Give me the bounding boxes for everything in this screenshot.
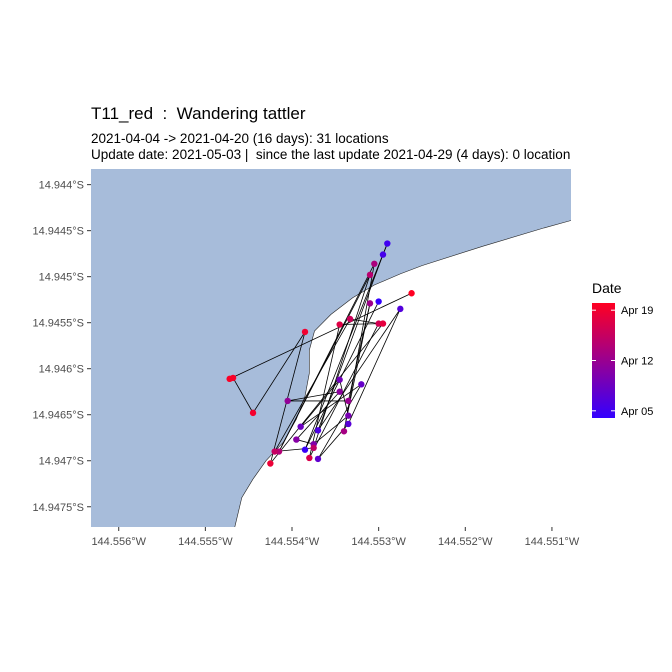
- legend-tick-label: Apr 19: [621, 305, 653, 317]
- location-point: [310, 444, 317, 452]
- location-point: [345, 420, 352, 428]
- location-point: [284, 397, 291, 405]
- track-segment: [296, 391, 340, 440]
- track-segment: [343, 303, 371, 432]
- location-point: [271, 448, 278, 455]
- y-tick-label: 14.9445°S: [33, 226, 85, 238]
- track-segment: [232, 377, 254, 414]
- x-tick-label: 144.553°W: [351, 536, 406, 548]
- y-tick-label: 14.9465°S: [33, 410, 85, 422]
- location-point: [379, 320, 387, 327]
- track-segment: [313, 274, 371, 448]
- y-tick-label: 14.9455°S: [33, 318, 85, 330]
- y-tick-label: 14.945°S: [39, 272, 84, 284]
- track-segment: [287, 391, 340, 402]
- location-point: [249, 409, 257, 417]
- y-tick-label: 14.944°S: [39, 180, 84, 192]
- location-point: [408, 290, 415, 297]
- track-segment: [347, 308, 401, 425]
- location-point: [306, 454, 313, 462]
- location-point: [379, 251, 387, 258]
- location-point: [297, 423, 304, 430]
- track-segment: [313, 415, 349, 445]
- chart-title: T11_red : Wandering tattler: [91, 104, 306, 123]
- legend-tick-label: Apr 12: [621, 356, 653, 368]
- location-point: [314, 427, 322, 434]
- y-tick-label: 14.947°S: [39, 456, 84, 468]
- location-point: [345, 397, 352, 405]
- x-tick-label: 144.554°W: [265, 536, 320, 548]
- date-legend: Date Apr 05 Apr 12 Apr 19: [592, 280, 653, 418]
- location-point: [301, 446, 309, 453]
- chart-subtitle-update: Update date: 2021-05-03 | since the last…: [91, 147, 571, 162]
- legend-colorbar: [592, 303, 615, 418]
- location-point: [366, 300, 374, 307]
- track-segment: [317, 308, 401, 431]
- track-segment: [252, 331, 306, 414]
- location-point: [226, 375, 233, 383]
- track-segment: [269, 331, 306, 464]
- track-segment: [308, 323, 380, 459]
- location-point: [336, 321, 343, 328]
- track-segment: [317, 384, 362, 460]
- x-tick-label: 144.556°W: [91, 536, 146, 548]
- location-point: [267, 460, 274, 467]
- x-tick-label: 144.551°W: [525, 536, 580, 548]
- location-point: [293, 436, 300, 443]
- coastline: [234, 220, 571, 527]
- y-tick-label: 14.9475°S: [33, 502, 85, 514]
- track-segment: [274, 318, 351, 452]
- track-lines: [229, 243, 412, 464]
- legend-tick-label: Apr 05: [621, 406, 653, 418]
- x-tick-label: 144.555°W: [178, 536, 233, 548]
- location-point: [336, 376, 343, 383]
- location-point: [375, 298, 382, 305]
- location-point: [345, 412, 352, 419]
- location-point: [384, 240, 391, 247]
- y-axis: 14.944°S 14.9445°S 14.945°S 14.9455°S 14.946…: [33, 180, 91, 514]
- track-segment: [229, 292, 412, 380]
- track-segment: [308, 324, 341, 459]
- location-point: [336, 388, 343, 395]
- location-point: [346, 315, 354, 323]
- location-points: [226, 240, 415, 467]
- track-segment: [270, 323, 384, 464]
- location-point: [371, 260, 378, 267]
- location-point: [366, 271, 374, 279]
- legend-title: Date: [592, 280, 622, 296]
- x-axis: 144.556°W 144.555°W 144.554°W 144.553°W 144.…: [91, 527, 580, 548]
- location-point: [301, 328, 309, 336]
- chart-subtitle-range: 2021-04-04 -> 2021-04-20 (16 days): 31 l…: [91, 131, 389, 146]
- location-point: [358, 381, 365, 388]
- map-panel: [91, 169, 571, 527]
- y-tick-label: 14.946°S: [39, 364, 84, 376]
- x-tick-label: 144.552°W: [438, 536, 493, 548]
- track-segment: [304, 301, 380, 450]
- land-area: [234, 220, 571, 527]
- location-point: [340, 428, 348, 435]
- location-point: [397, 305, 404, 313]
- location-point: [314, 455, 322, 463]
- track-segment: [339, 379, 349, 416]
